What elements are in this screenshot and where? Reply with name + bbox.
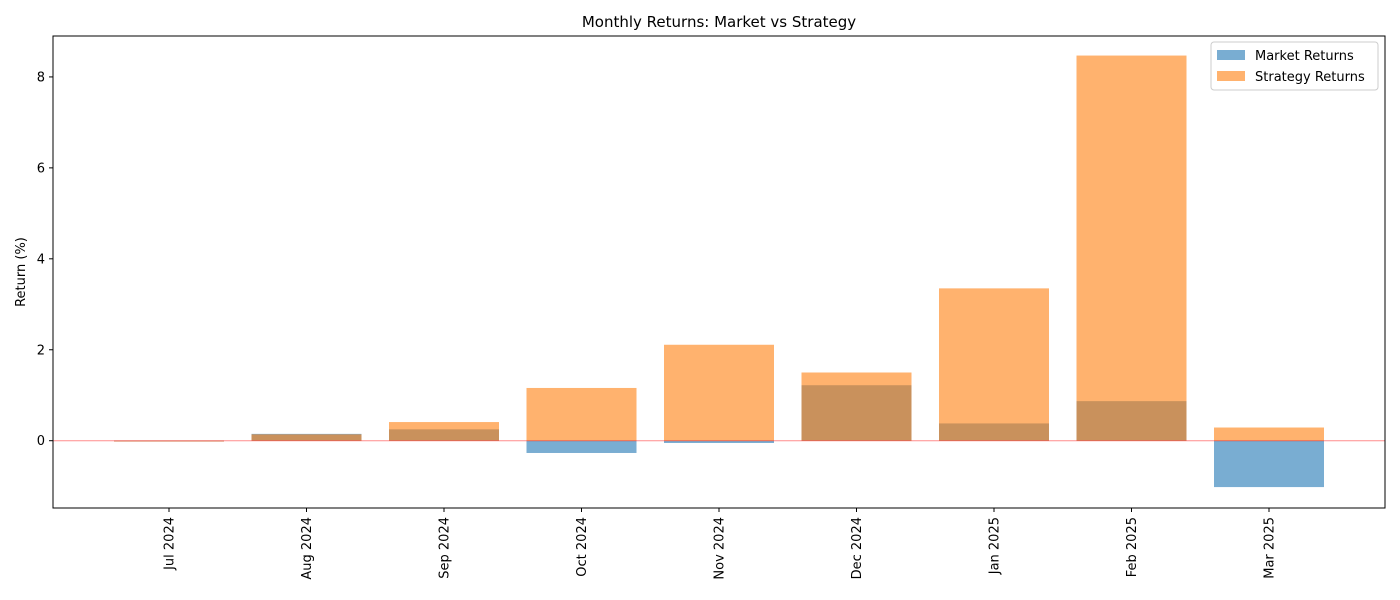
bar (526, 387, 637, 441)
x-tick-label: Jan 2025 (988, 517, 1003, 575)
bar (1076, 55, 1187, 441)
bar (939, 288, 1049, 441)
x-tick-label: Dec 2024 (850, 517, 865, 579)
y-tick-label: 8 (37, 70, 45, 85)
bar (251, 434, 362, 441)
bar (114, 440, 224, 442)
bar (526, 440, 637, 453)
y-tick-label: 4 (37, 252, 45, 267)
x-tick-label: Nov 2024 (713, 517, 728, 580)
y-tick-label: 0 (37, 434, 45, 449)
x-tick-label: Feb 2025 (1125, 517, 1140, 577)
legend-label: Market Returns (1255, 49, 1354, 64)
bar (664, 344, 774, 441)
legend-swatch (1217, 71, 1245, 81)
legend-label: Strategy Returns (1255, 70, 1365, 85)
x-tick-label: Sep 2024 (438, 517, 453, 579)
chart-title: Monthly Returns: Market vs Strategy (582, 13, 856, 31)
series-strategy-returns (114, 55, 1324, 442)
x-tick-label: Jul 2024 (163, 517, 178, 571)
y-axis-label: Return (%) (14, 237, 29, 307)
plot-area: 0 2 4 6 8 Jul 2024 Aug 2024 Sep 2024 Oct 2024 Nov… (37, 35, 1386, 580)
bar (389, 422, 499, 441)
bar (664, 440, 774, 443)
legend-swatch (1217, 50, 1245, 60)
x-tick-label: Aug 2024 (300, 517, 315, 580)
x-tick-label: Mar 2025 (1263, 517, 1278, 579)
y-tick-label: 6 (37, 161, 45, 176)
bar (801, 372, 912, 441)
y-tick-label: 2 (37, 343, 45, 358)
legend-box (1210, 41, 1379, 91)
bar (1214, 440, 1324, 488)
bar (1214, 427, 1324, 441)
x-tick-label: Oct 2024 (575, 517, 590, 577)
legend: Market Returns Strategy Returns (1210, 41, 1379, 91)
